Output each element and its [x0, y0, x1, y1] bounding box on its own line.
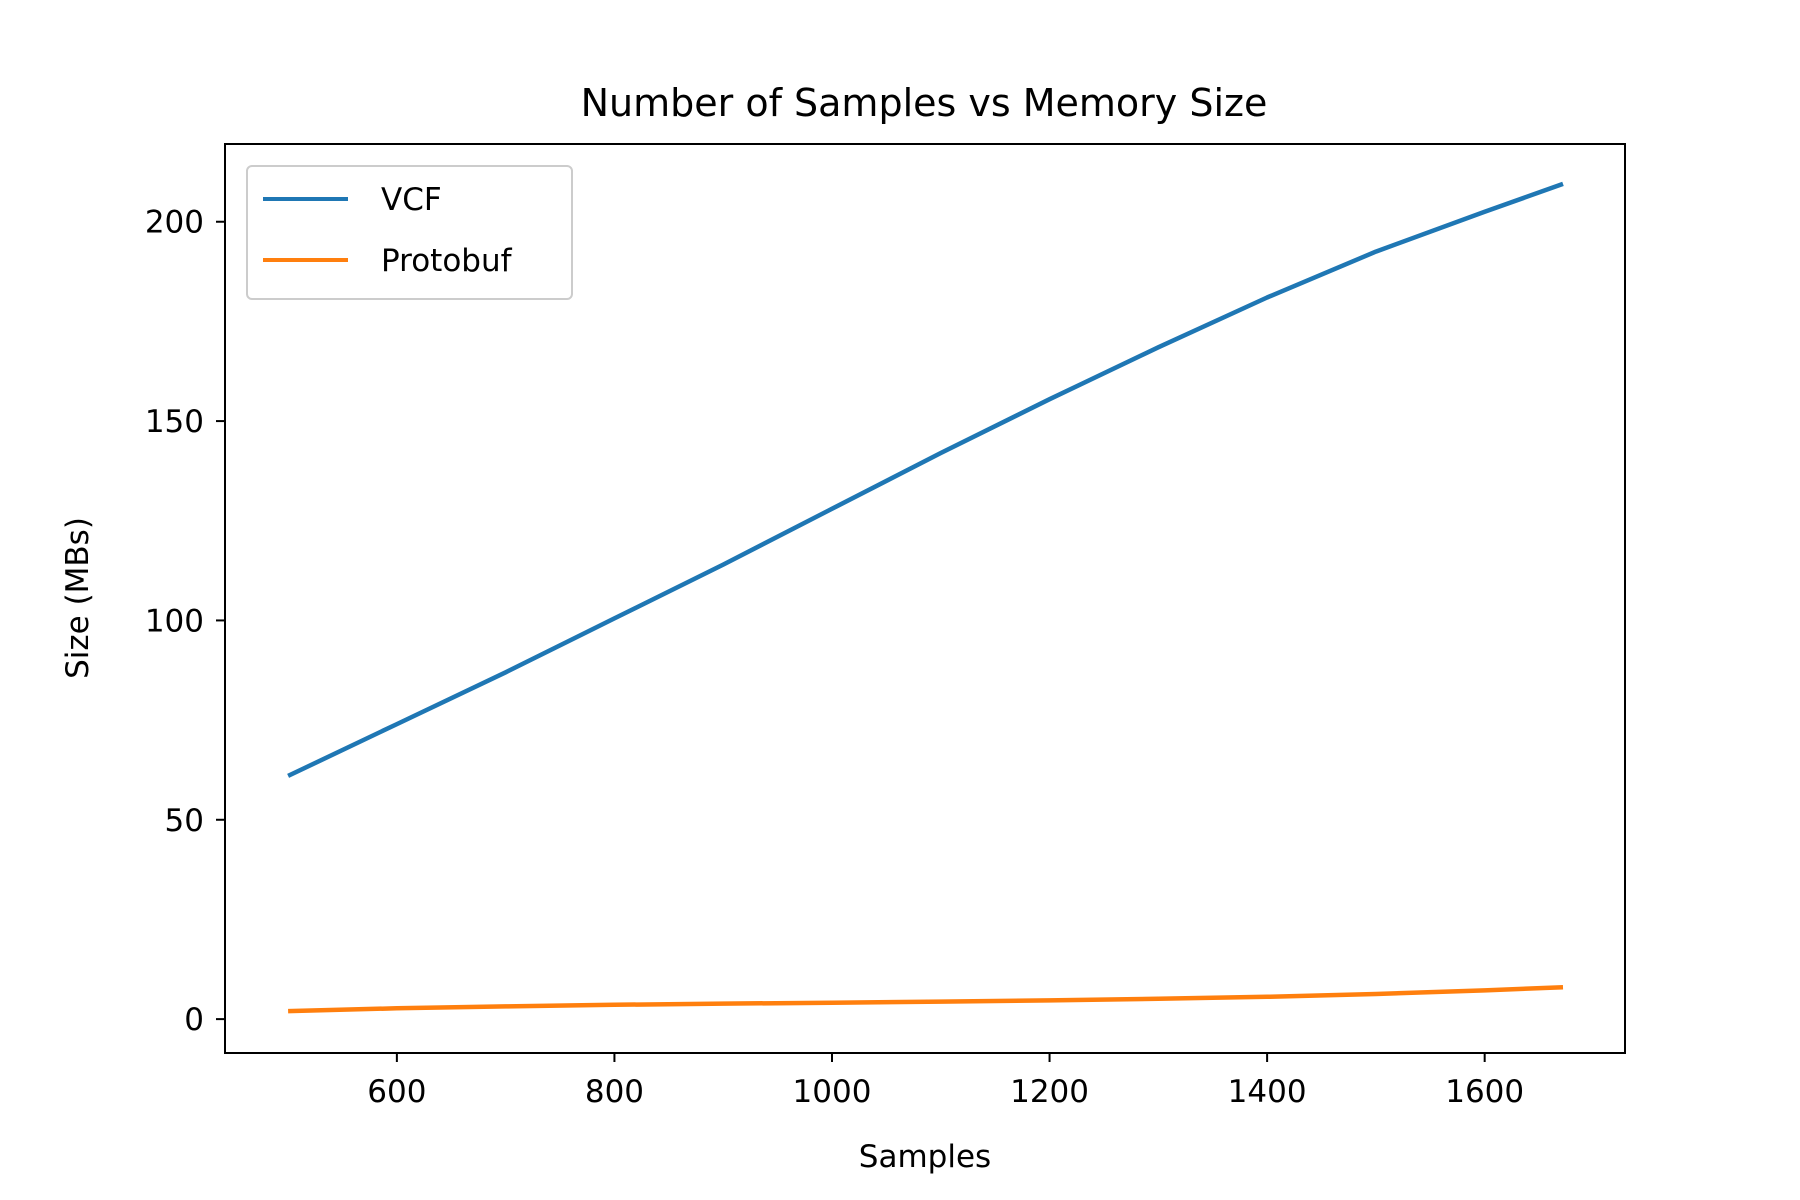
chart-title: Number of Samples vs Memory Size: [581, 81, 1268, 125]
x-tick-label: 1400: [1228, 1074, 1307, 1110]
y-tick-label: 0: [184, 1002, 204, 1038]
y-axis-label: Size (MBs): [60, 517, 96, 679]
x-tick-label: 1000: [793, 1074, 872, 1110]
y-tick-label: 150: [145, 404, 204, 440]
legend-label-protobuf: Protobuf: [381, 243, 513, 279]
x-tick-label: 1600: [1445, 1074, 1524, 1110]
x-tick-label: 600: [367, 1074, 426, 1110]
y-tick-label: 50: [165, 803, 204, 839]
x-axis-label: Samples: [859, 1139, 991, 1175]
y-tick-label: 200: [145, 205, 204, 241]
x-tick-label: 1200: [1010, 1074, 1089, 1110]
legend-label-vcf: VCF: [381, 182, 442, 218]
x-tick-label: 800: [585, 1074, 644, 1110]
y-tick-label: 100: [145, 603, 204, 639]
legend: VCF Protobuf: [247, 166, 572, 299]
